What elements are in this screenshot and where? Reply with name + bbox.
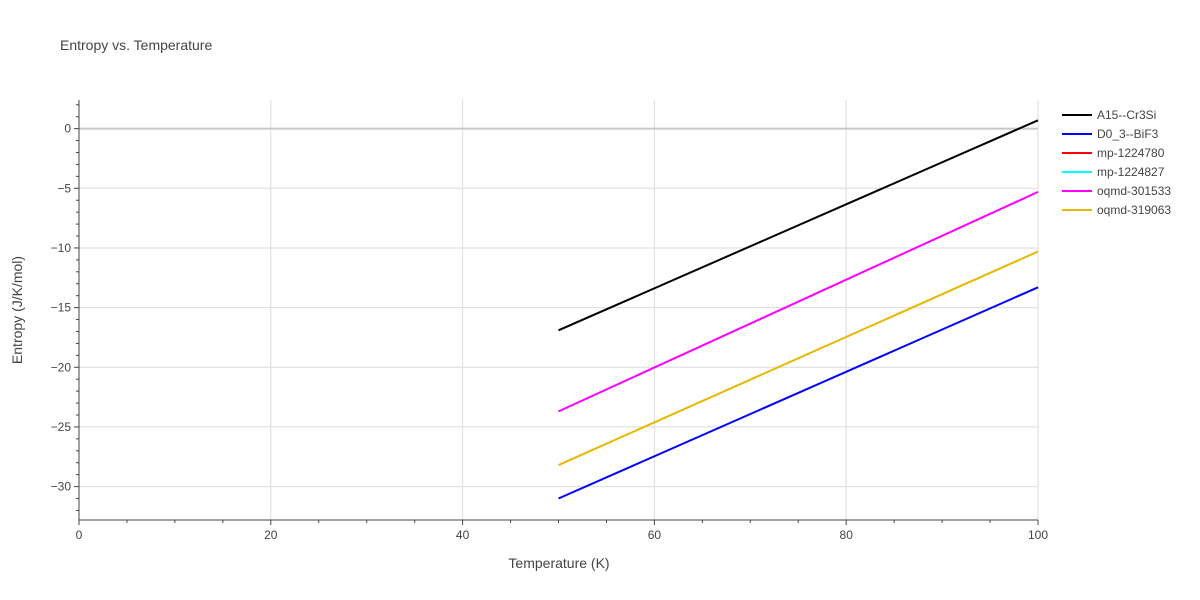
legend-item[interactable]: mp-1224827 [1062, 165, 1165, 179]
legend-label: A15--Cr3Si [1097, 108, 1156, 122]
legend-item[interactable]: oqmd-301533 [1062, 184, 1171, 198]
x-tick-label: 60 [648, 528, 662, 542]
x-tick-label: 0 [76, 528, 83, 542]
x-tick-label: 40 [456, 528, 470, 542]
axes: 0 20 40 60 80 100 0 −5 −10 −15 −20 −25 −30 [51, 100, 1048, 542]
legend: A15--Cr3Si D0_3--BiF3 mp-1224780 mp-1224827… [1062, 108, 1171, 217]
legend-item[interactable]: mp-1224780 [1062, 146, 1165, 160]
y-tick-label: −15 [51, 301, 72, 315]
y-tick-label: −20 [51, 360, 72, 374]
legend-label: mp-1224827 [1097, 165, 1165, 179]
legend-item[interactable]: A15--Cr3Si [1062, 108, 1156, 122]
series-line [558, 119, 1039, 332]
y-tick-label: −25 [51, 420, 72, 434]
grid [79, 100, 1039, 520]
series-layer [558, 119, 1039, 500]
chart-title: Entropy vs. Temperature [60, 37, 212, 53]
y-tick-label: −10 [51, 241, 72, 255]
x-axis-title: Temperature (K) [508, 555, 609, 571]
legend-label: oqmd-301533 [1097, 184, 1171, 198]
x-tick-label: 80 [840, 528, 854, 542]
x-tick-label: 100 [1028, 528, 1048, 542]
y-axis-title: Entropy (J/K/mol) [9, 256, 25, 364]
legend-label: oqmd-319063 [1097, 203, 1171, 217]
x-tick-label: 20 [264, 528, 278, 542]
legend-item[interactable]: D0_3--BiF3 [1062, 127, 1159, 141]
y-tick-label: −30 [51, 480, 72, 494]
legend-item[interactable]: oqmd-319063 [1062, 203, 1171, 217]
series-line [558, 190, 1039, 413]
legend-label: mp-1224780 [1097, 146, 1165, 160]
y-tick-label: −5 [57, 181, 71, 195]
series-line [558, 250, 1039, 467]
legend-label: D0_3--BiF3 [1097, 127, 1159, 141]
y-tick-label: 0 [64, 122, 71, 136]
series-line [558, 286, 1039, 500]
